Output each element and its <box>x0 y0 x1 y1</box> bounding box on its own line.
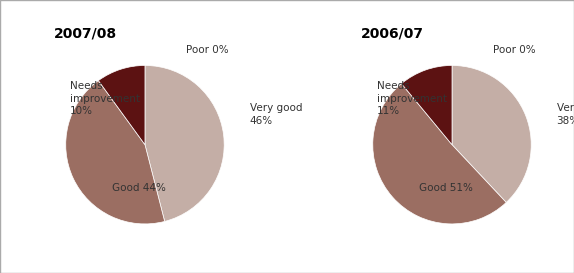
Wedge shape <box>145 66 224 221</box>
Text: Needs
improvement
10%: Needs improvement 10% <box>69 81 139 116</box>
Wedge shape <box>452 66 531 203</box>
Text: Very good
46%: Very good 46% <box>250 103 302 126</box>
Text: Good 51%: Good 51% <box>418 183 472 193</box>
Text: Needs
improvement
11%: Needs improvement 11% <box>377 81 447 116</box>
Wedge shape <box>66 81 165 224</box>
Text: Very good
38%: Very good 38% <box>557 103 574 126</box>
Text: 2006/07: 2006/07 <box>361 26 424 40</box>
Wedge shape <box>401 66 452 145</box>
Wedge shape <box>373 84 506 224</box>
Text: Poor 0%: Poor 0% <box>493 45 536 55</box>
Wedge shape <box>98 66 145 145</box>
Text: 2007/08: 2007/08 <box>54 26 117 40</box>
Text: Good 44%: Good 44% <box>112 183 165 193</box>
Text: Poor 0%: Poor 0% <box>186 45 229 55</box>
